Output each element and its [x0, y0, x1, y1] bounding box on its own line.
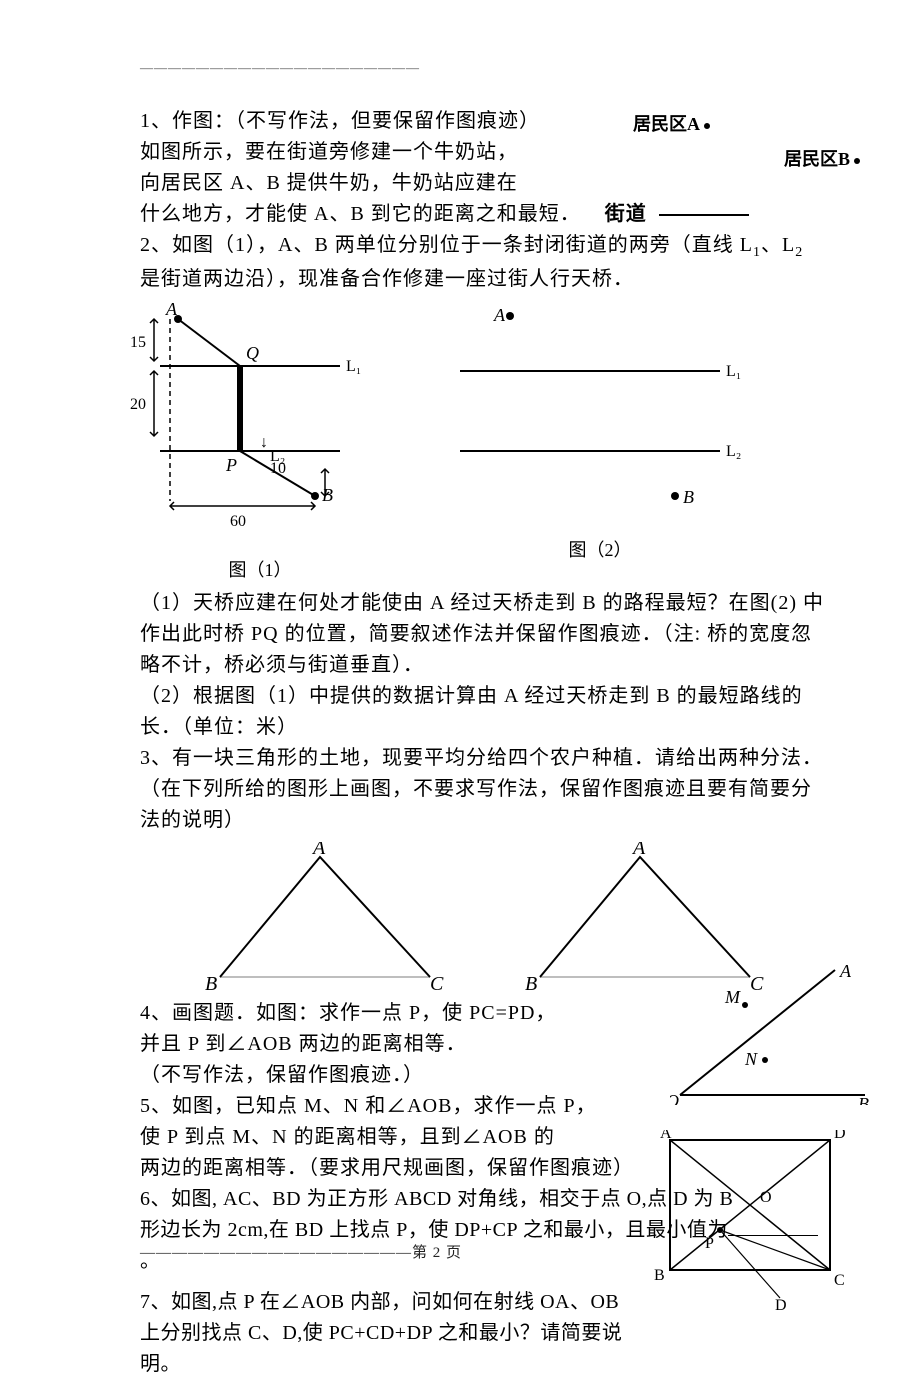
svg-text:A: A — [631, 842, 646, 859]
svg-text:L₂: L₂ — [726, 443, 741, 460]
figure-1-caption: 图（1） — [130, 556, 390, 582]
svg-text:A: A — [493, 305, 506, 325]
svg-text:↓: ↓ — [260, 434, 268, 451]
svg-text:A: A — [839, 965, 852, 981]
svg-text:C: C — [430, 973, 444, 992]
label-residential-a: 居民区A — [633, 110, 710, 136]
figure-1: A 15 20 L₁ ↓ L₂ Q — [130, 301, 390, 582]
svg-text:A: A — [311, 842, 326, 859]
figures-row-q2: A 15 20 L₁ ↓ L₂ Q — [130, 301, 830, 582]
question-3: 3、有一块三角形的土地，现要平均分给四个农户种植．请给出两种分法．（在下列所给的… — [140, 743, 830, 836]
svg-text:D: D — [775, 1297, 787, 1310]
street-label: 街道 — [605, 203, 647, 225]
svg-text:D: D — [834, 1130, 846, 1142]
svg-text:O: O — [760, 1189, 772, 1206]
svg-text:Q: Q — [246, 343, 259, 363]
svg-text:L₁: L₁ — [726, 363, 741, 380]
triangle-1: A B C — [205, 842, 445, 992]
label-residential-b: 居民区B — [784, 145, 860, 171]
svg-text:15: 15 — [130, 334, 146, 351]
figure-q6: A D B C O P D — [650, 1130, 850, 1315]
question-2-intro: 2、如图（1），A、B 两单位分别位于一条封闭街道的两旁（直线 L1、L2 是街… — [140, 230, 830, 295]
svg-text:B: B — [858, 1094, 869, 1105]
question-1: 1、作图：（不写作法，但要保留作图痕迹） 如图所示，要在街道旁修建一个牛奶站， … — [140, 106, 830, 230]
svg-text:P: P — [705, 1235, 714, 1252]
svg-text:B: B — [654, 1267, 665, 1284]
svg-text:B: B — [683, 487, 694, 507]
page-footer: —————————————————第 2 页 — [140, 1241, 462, 1262]
svg-text:60: 60 — [230, 513, 246, 530]
svg-text:O: O — [670, 1091, 679, 1105]
svg-text:A: A — [165, 301, 178, 319]
svg-text:M: M — [724, 987, 741, 1007]
svg-text:P: P — [225, 455, 237, 475]
header-dashes: ———————————————————— — [140, 60, 830, 76]
svg-text:20: 20 — [130, 396, 146, 413]
svg-text:A: A — [660, 1130, 672, 1142]
figure-q5: A B O M N — [670, 965, 870, 1110]
figure-2: A L₁ L₂ B 图（2） — [450, 301, 750, 582]
question-2-parts: （1）天桥应建在何处才能使由 A 经过天桥走到 B 的路程最短？在图(2) 中作… — [140, 588, 830, 743]
svg-text:B: B — [205, 973, 217, 992]
svg-text:L₁: L₁ — [346, 358, 361, 375]
svg-text:C: C — [834, 1272, 845, 1289]
figure-2-caption: 图（2） — [450, 536, 750, 562]
svg-text:N: N — [744, 1049, 758, 1069]
svg-text:10: 10 — [270, 460, 286, 477]
svg-text:B: B — [525, 973, 537, 992]
